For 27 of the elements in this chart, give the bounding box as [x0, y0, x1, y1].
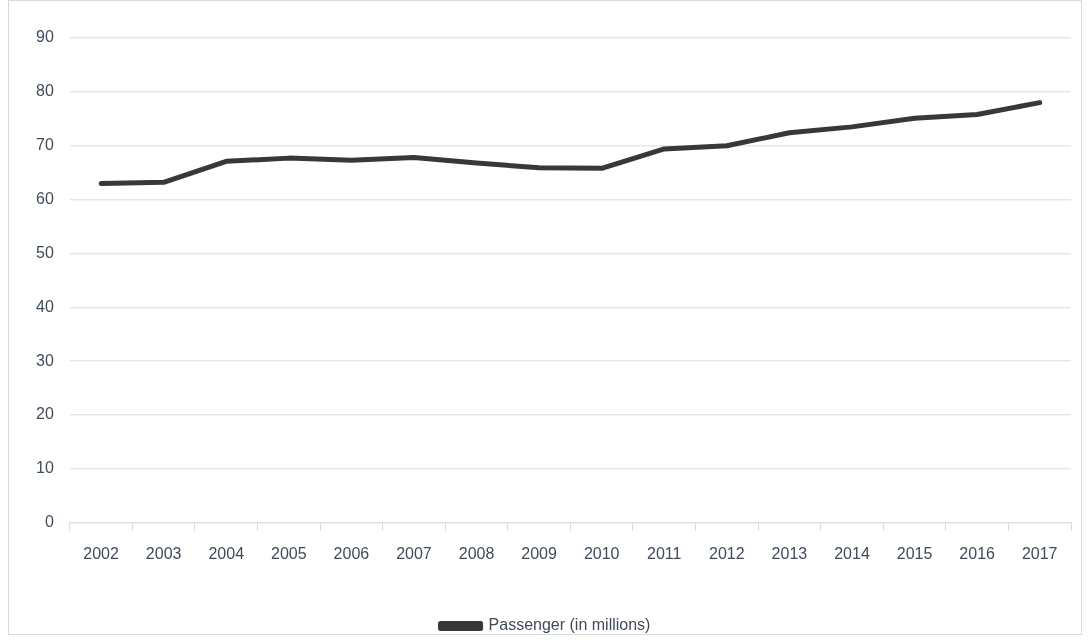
x-tick-label: 2004 [208, 544, 245, 562]
x-tick-label: 2017 [1021, 544, 1058, 562]
x-tick-label: 2006 [333, 544, 370, 562]
legend-label: Passenger (in millions) [488, 616, 651, 634]
x-tick-label: 2003 [145, 544, 182, 562]
x-tick-label: 2007 [396, 544, 432, 562]
x-tick-label: 2014 [834, 544, 870, 562]
y-tick-label: 10 [36, 459, 54, 477]
x-tick-label: 2010 [583, 544, 620, 562]
x-tick-label: 2011 [647, 544, 682, 562]
y-tick-label: 90 [36, 28, 54, 46]
x-tick-label: 2016 [959, 544, 996, 562]
y-tick-label: 60 [36, 190, 54, 208]
y-tick-label: 30 [36, 351, 54, 369]
y-tick-label: 50 [36, 243, 54, 261]
x-tick-label: 2012 [709, 544, 745, 562]
x-tick-label: 2009 [521, 544, 558, 562]
x-tick-label: 2005 [271, 544, 307, 562]
x-tick-label: 2013 [771, 544, 808, 562]
y-tick-label: 0 [44, 513, 54, 531]
y-tick-label: 70 [36, 136, 54, 154]
y-tick-label: 20 [36, 405, 54, 423]
y-tick-label: 40 [36, 297, 54, 315]
x-tick-label: 2008 [458, 544, 495, 562]
y-tick-label: 80 [36, 82, 54, 100]
x-tick-label: 2002 [83, 544, 119, 562]
x-tick-label: 2015 [896, 544, 933, 562]
